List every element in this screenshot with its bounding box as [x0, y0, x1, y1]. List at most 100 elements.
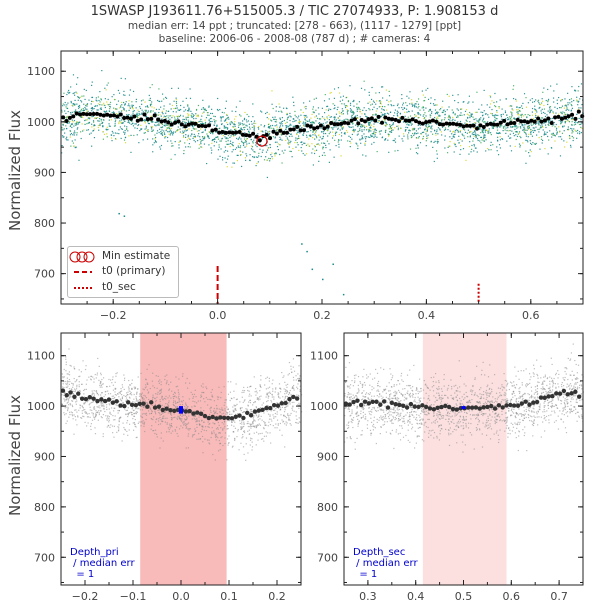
data-point: [124, 142, 127, 144]
data-point: [296, 138, 298, 140]
data-point: [270, 119, 272, 121]
data-point: [321, 131, 323, 133]
data-point: [175, 402, 177, 405]
data-point: [361, 113, 363, 115]
data-point: [69, 125, 71, 127]
data-point: [189, 138, 191, 140]
binned-point: [74, 111, 79, 116]
data-point: [63, 368, 65, 371]
data-point: [168, 126, 170, 128]
data-point: [561, 132, 564, 134]
data-point: [233, 118, 236, 120]
data-point: [237, 430, 239, 432]
data-point: [311, 121, 313, 123]
data-point: [115, 375, 117, 377]
data-point: [432, 133, 434, 135]
data-point: [194, 141, 197, 143]
data-point: [414, 114, 416, 116]
data-point: [267, 425, 269, 427]
data-point: [141, 112, 143, 114]
data-point: [94, 416, 97, 418]
data-point: [444, 128, 447, 131]
data-point: [121, 128, 124, 130]
data-point: [507, 116, 509, 119]
data-point: [425, 145, 427, 147]
data-point: [239, 420, 241, 422]
binned-point: [162, 118, 167, 123]
data-point: [221, 436, 223, 438]
data-point: [170, 108, 172, 110]
data-point: [118, 107, 121, 109]
data-point: [156, 121, 158, 123]
data-point: [188, 108, 190, 110]
data-point: [136, 134, 138, 136]
data-point: [575, 130, 577, 132]
data-point: [153, 429, 155, 432]
data-point: [86, 103, 88, 106]
data-point: [254, 151, 256, 153]
data-point: [73, 132, 75, 134]
data-point: [375, 129, 377, 131]
data-point: [121, 110, 123, 112]
data-point: [460, 149, 462, 151]
data-point: [538, 124, 540, 126]
data-point: [145, 110, 147, 113]
data-point: [204, 109, 206, 111]
data-point: [565, 105, 568, 107]
data-point: [538, 122, 540, 124]
data-point: [100, 120, 102, 122]
data-point: [191, 129, 193, 132]
binned-point: [349, 118, 354, 123]
data-point: [69, 395, 71, 397]
data-point: [276, 129, 278, 131]
data-point: [210, 418, 212, 420]
data-point: [237, 428, 239, 431]
data-point: [489, 95, 491, 97]
data-point: [451, 137, 453, 140]
data-point: [383, 114, 385, 117]
data-point: [326, 116, 328, 118]
data-point: [386, 112, 389, 114]
data-point: [251, 145, 253, 147]
data-point: [85, 89, 87, 92]
data-point: [109, 103, 111, 106]
data-point: [471, 133, 473, 135]
data-point: [525, 106, 528, 108]
data-point: [187, 110, 189, 112]
data-point: [129, 384, 131, 386]
data-point: [152, 129, 154, 131]
data-point: [228, 118, 230, 120]
data-point: [259, 418, 261, 420]
data-point: [266, 145, 268, 147]
data-point: [324, 154, 326, 157]
data-point: [319, 118, 322, 120]
data-point: [486, 104, 488, 106]
data-point: [369, 136, 371, 139]
data-point: [292, 366, 294, 368]
data-point: [362, 154, 364, 156]
data-point: [302, 152, 304, 155]
data-point: [515, 98, 517, 100]
data-point: [242, 151, 244, 153]
data-point: [311, 124, 313, 126]
data-point: [241, 128, 243, 130]
data-point: [341, 99, 344, 101]
data-point: [269, 391, 271, 393]
data-point: [274, 427, 276, 429]
binned-point: [491, 122, 496, 127]
data-point: [241, 427, 243, 429]
data-point: [76, 379, 78, 381]
data-point: [73, 398, 75, 400]
data-point: [153, 416, 155, 418]
data-point: [356, 106, 358, 109]
data-point: [203, 108, 205, 110]
data-point: [380, 111, 382, 114]
data-point: [95, 105, 97, 107]
data-point: [444, 113, 446, 115]
data-point: [242, 436, 244, 438]
data-point: [550, 147, 552, 149]
data-point: [118, 420, 120, 422]
data-point: [226, 121, 228, 124]
data-point: [188, 428, 190, 430]
data-point: [489, 112, 492, 115]
